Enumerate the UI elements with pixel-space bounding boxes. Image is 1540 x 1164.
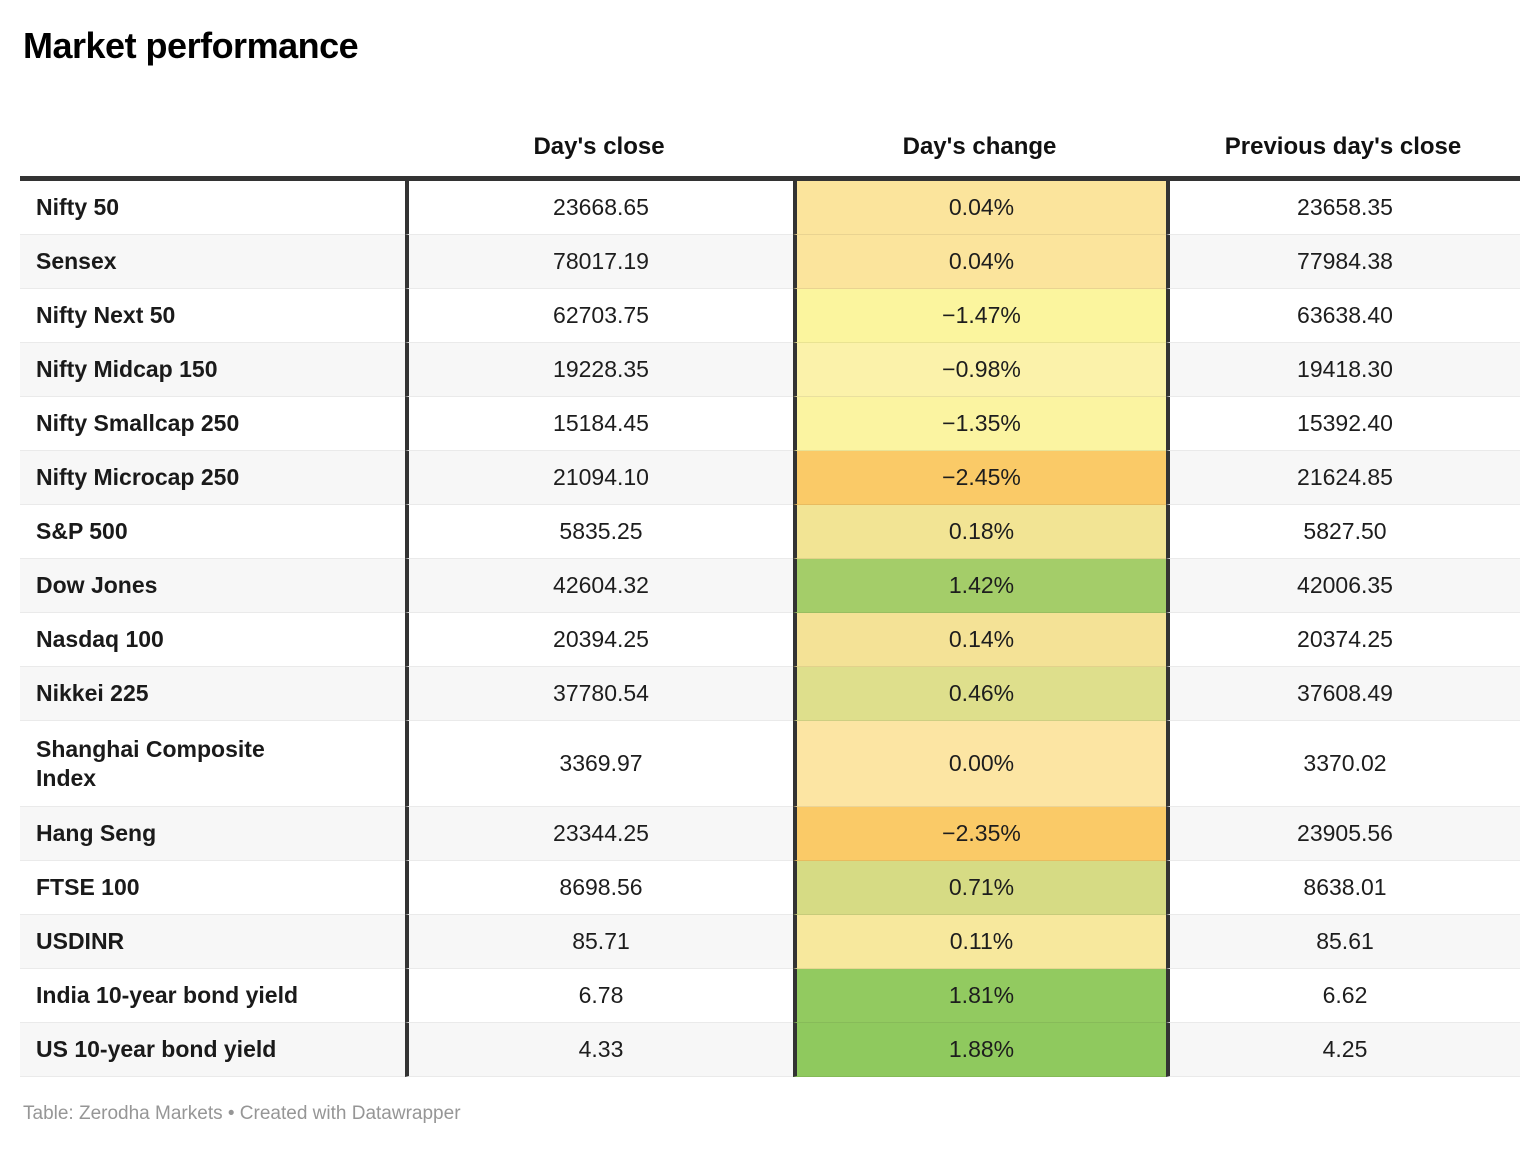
table-body: Nifty 50 23668.65 0.04% 23658.35 Sensex … (20, 176, 1520, 1077)
cell-previous-close: 85.61 (1166, 915, 1520, 969)
cell-days-close: 23668.65 (405, 181, 793, 235)
table-credit: Table: Zerodha Markets • Created with Da… (23, 1103, 461, 1124)
row-label: Nifty Midcap 150 (20, 343, 405, 397)
cell-days-close: 85.71 (405, 915, 793, 969)
row-label: S&P 500 (20, 505, 405, 559)
cell-previous-close: 4.25 (1166, 1023, 1520, 1077)
table-row: S&P 500 5835.25 0.18% 5827.50 (20, 505, 1520, 559)
table-row: Nifty Next 50 62703.75 −1.47% 63638.40 (20, 289, 1520, 343)
cell-days-change: −2.45% (793, 451, 1166, 505)
table-row: FTSE 100 8698.56 0.71% 8638.01 (20, 861, 1520, 915)
cell-previous-close: 21624.85 (1166, 451, 1520, 505)
row-label: Nasdaq 100 (20, 613, 405, 667)
cell-days-change: −2.35% (793, 807, 1166, 861)
cell-days-close: 37780.54 (405, 667, 793, 721)
cell-days-close: 21094.10 (405, 451, 793, 505)
page-title: Market performance (23, 25, 359, 66)
cell-previous-close: 23658.35 (1166, 181, 1520, 235)
row-label: FTSE 100 (20, 861, 405, 915)
cell-previous-close: 6.62 (1166, 969, 1520, 1023)
row-label: Sensex (20, 235, 405, 289)
cell-days-change: 0.46% (793, 667, 1166, 721)
row-label: US 10-year bond yield (20, 1023, 405, 1077)
cell-days-change: −1.47% (793, 289, 1166, 343)
table-row: India 10-year bond yield 6.78 1.81% 6.62 (20, 969, 1520, 1023)
row-label: Nifty Smallcap 250 (20, 397, 405, 451)
table-row: Nifty Microcap 250 21094.10 −2.45% 21624… (20, 451, 1520, 505)
row-label: India 10-year bond yield (20, 969, 405, 1023)
row-label: Nifty Microcap 250 (20, 451, 405, 505)
table-row: Nifty Midcap 150 19228.35 −0.98% 19418.3… (20, 343, 1520, 397)
cell-days-close: 19228.35 (405, 343, 793, 397)
cell-days-close: 20394.25 (405, 613, 793, 667)
table-row: USDINR 85.71 0.11% 85.61 (20, 915, 1520, 969)
cell-previous-close: 23905.56 (1166, 807, 1520, 861)
table-header: Day's close Day's change Previous day's … (20, 132, 1520, 176)
table-row: Hang Seng 23344.25 −2.35% 23905.56 (20, 807, 1520, 861)
row-label: Hang Seng (20, 807, 405, 861)
cell-previous-close: 20374.25 (1166, 613, 1520, 667)
cell-days-close: 78017.19 (405, 235, 793, 289)
cell-previous-close: 63638.40 (1166, 289, 1520, 343)
column-header-days-change: Day's change (902, 133, 1057, 160)
cell-days-change: 1.88% (793, 1023, 1166, 1077)
cell-days-close: 4.33 (405, 1023, 793, 1077)
table-row: Nasdaq 100 20394.25 0.14% 20374.25 (20, 613, 1520, 667)
column-header-previous-close: Previous day's close (1224, 133, 1462, 160)
table-row: Nikkei 225 37780.54 0.46% 37608.49 (20, 667, 1520, 721)
cell-days-change: 0.11% (793, 915, 1166, 969)
cell-previous-close: 77984.38 (1166, 235, 1520, 289)
cell-days-change: 0.18% (793, 505, 1166, 559)
cell-days-change: 1.42% (793, 559, 1166, 613)
cell-days-change: −1.35% (793, 397, 1166, 451)
row-label: Nikkei 225 (20, 667, 405, 721)
cell-days-change: 1.81% (793, 969, 1166, 1023)
cell-previous-close: 42006.35 (1166, 559, 1520, 613)
cell-previous-close: 19418.30 (1166, 343, 1520, 397)
cell-days-change: 0.04% (793, 235, 1166, 289)
cell-previous-close: 5827.50 (1166, 505, 1520, 559)
cell-days-close: 42604.32 (405, 559, 793, 613)
cell-days-close: 8698.56 (405, 861, 793, 915)
cell-days-change: 0.71% (793, 861, 1166, 915)
column-header-days-close: Day's close (533, 133, 665, 160)
cell-days-change: −0.98% (793, 343, 1166, 397)
table-row: Shanghai Composite Index 3369.97 0.00% 3… (20, 721, 1520, 807)
cell-previous-close: 8638.01 (1166, 861, 1520, 915)
table-row: Nifty 50 23668.65 0.04% 23658.35 (20, 181, 1520, 235)
cell-days-close: 3369.97 (405, 721, 793, 807)
cell-days-close: 6.78 (405, 969, 793, 1023)
cell-days-close: 23344.25 (405, 807, 793, 861)
cell-days-close: 62703.75 (405, 289, 793, 343)
row-label: Shanghai Composite Index (20, 721, 405, 807)
table-row: Dow Jones 42604.32 1.42% 42006.35 (20, 559, 1520, 613)
cell-days-close: 15184.45 (405, 397, 793, 451)
table-row: Sensex 78017.19 0.04% 77984.38 (20, 235, 1520, 289)
cell-days-close: 5835.25 (405, 505, 793, 559)
row-label: Nifty Next 50 (20, 289, 405, 343)
cell-previous-close: 15392.40 (1166, 397, 1520, 451)
cell-days-change: 0.04% (793, 181, 1166, 235)
table-row: Nifty Smallcap 250 15184.45 −1.35% 15392… (20, 397, 1520, 451)
table-row: US 10-year bond yield 4.33 1.88% 4.25 (20, 1023, 1520, 1077)
row-label: USDINR (20, 915, 405, 969)
cell-days-change: 0.00% (793, 721, 1166, 807)
cell-days-change: 0.14% (793, 613, 1166, 667)
row-label: Nifty 50 (20, 181, 405, 235)
cell-previous-close: 37608.49 (1166, 667, 1520, 721)
row-label: Dow Jones (20, 559, 405, 613)
cell-previous-close: 3370.02 (1166, 721, 1520, 807)
